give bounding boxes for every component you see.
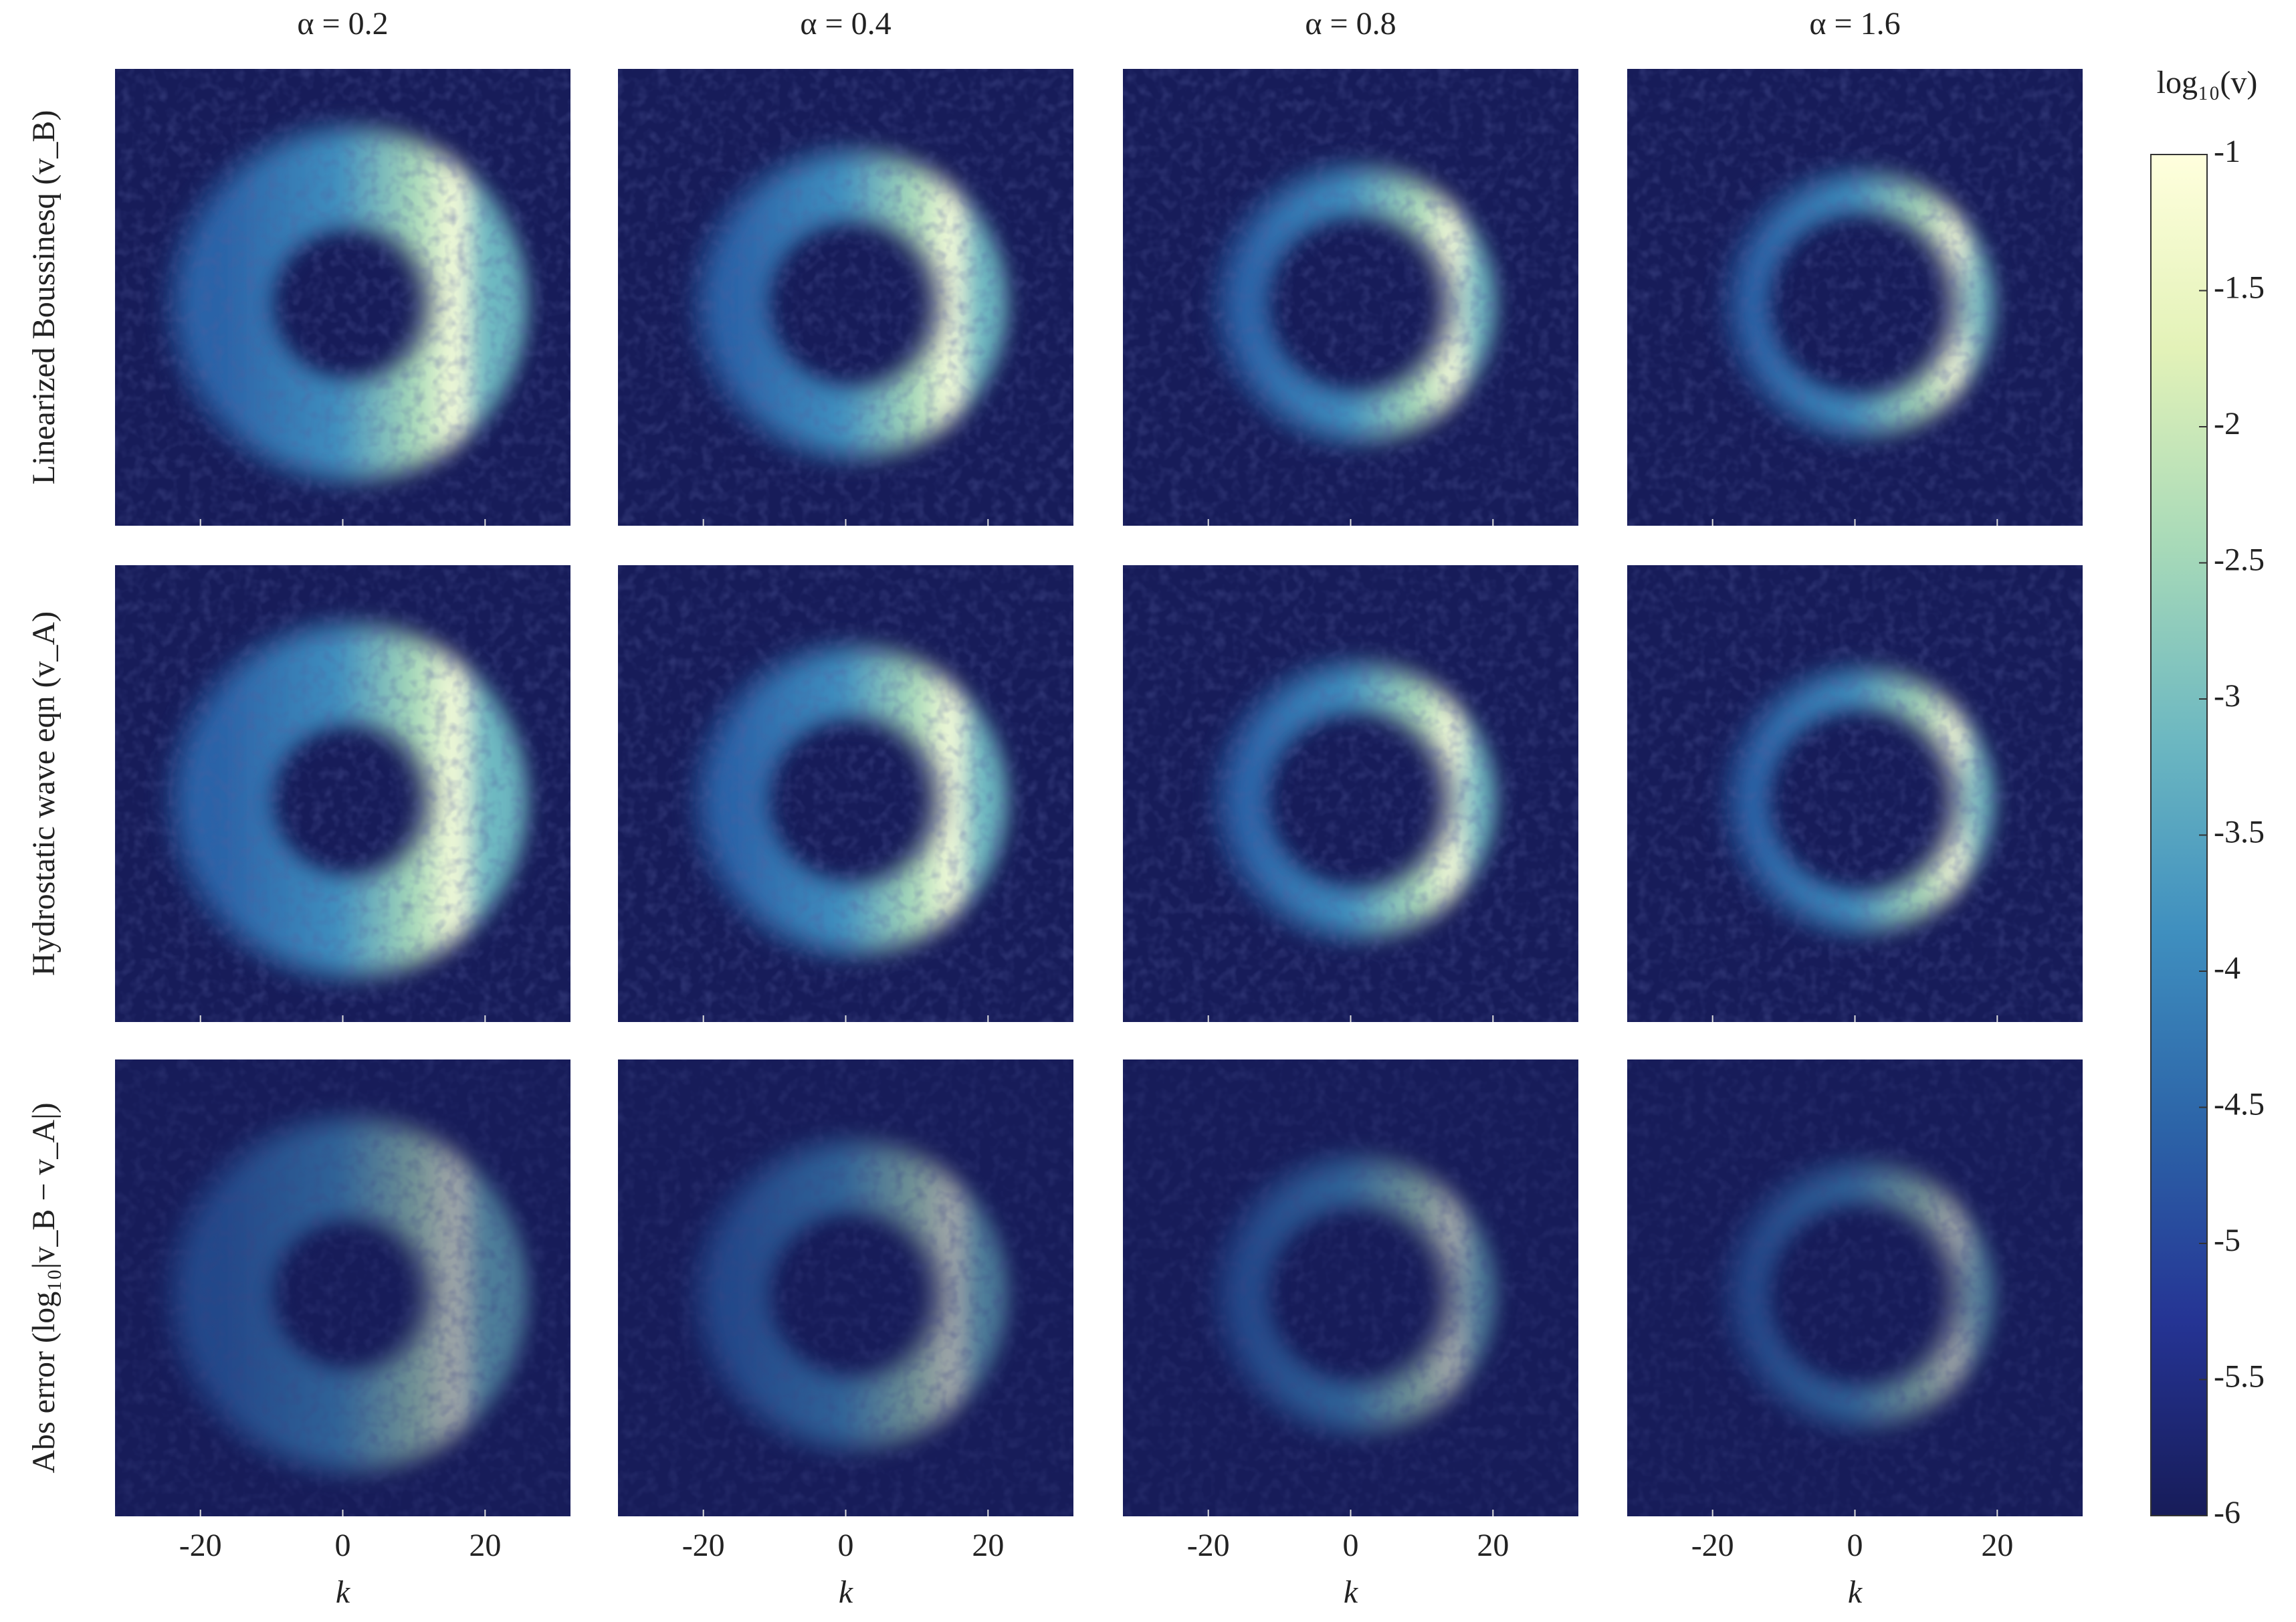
colorbar-label: log₁₀(v) (2157, 65, 2258, 100)
colorbar-tick-label: -2 (2214, 406, 2240, 441)
column-title: α = 0.8 (1305, 6, 1396, 41)
x-tick-label: -20 (1187, 1528, 1230, 1563)
x-tick-label: 0 (335, 1528, 351, 1563)
heatmap-panel (1123, 69, 1578, 526)
x-tick-label: 20 (469, 1528, 501, 1563)
ring-group (618, 565, 1073, 1022)
heatmap-grain (1627, 1059, 2083, 1516)
ring-group (618, 69, 1073, 526)
x-axis-label: k (336, 1575, 351, 1610)
x-tick-label: 0 (1847, 1528, 1863, 1563)
heatmap-panel (1123, 565, 1578, 1022)
x-tick-label: 20 (1477, 1528, 1509, 1563)
ring-group (618, 1059, 1073, 1516)
x-tick-label: 20 (972, 1528, 1004, 1563)
heatmap-grain (618, 69, 1073, 526)
heatmap-grain (1123, 69, 1578, 526)
heatmap-panel (1627, 1059, 2083, 1516)
x-tick-label: 0 (838, 1528, 854, 1563)
x-axis-label: k (1848, 1575, 1863, 1610)
heatmap-grain (1627, 69, 2083, 526)
ring-group (1627, 565, 2083, 1022)
heatmap-panel (1123, 1059, 1578, 1516)
heatmap-panel (115, 565, 570, 1022)
ring-group (1627, 1059, 2083, 1516)
row-title: Abs error (log₁₀|v_B − v_A|) (26, 1102, 62, 1473)
ring-group (1123, 565, 1578, 1022)
heatmap-grain (618, 1059, 1073, 1516)
ring-group (115, 565, 570, 1022)
colorbar (2150, 154, 2208, 1516)
x-tick-label: 0 (1343, 1528, 1359, 1563)
x-tick-label: -20 (1691, 1528, 1734, 1563)
row-title: Hydrostatic wave eqn (v_A) (26, 611, 62, 976)
colorbar-tick-label: -4 (2214, 950, 2240, 986)
colorbar-tick-label: -1 (2214, 134, 2240, 169)
x-tick-label: 20 (1981, 1528, 2013, 1563)
colorbar-tick-label: -2.5 (2214, 542, 2265, 578)
colorbar-tick-label: -6 (2214, 1495, 2240, 1530)
heatmap-panel (1627, 69, 2083, 526)
column-title: α = 1.6 (1809, 6, 1900, 41)
colorbar-tick-label: -4.5 (2214, 1087, 2265, 1122)
ring-group (115, 1059, 570, 1516)
heatmap-panel (1627, 565, 2083, 1022)
colorbar-tick-label: -1.5 (2214, 270, 2265, 306)
colorbar-tick-label: -5 (2214, 1223, 2240, 1258)
colorbar-tick-label: -3 (2214, 678, 2240, 714)
x-axis-label: k (1344, 1575, 1359, 1610)
heatmap-panel (618, 1059, 1073, 1516)
column-title: α = 0.2 (297, 6, 388, 41)
row-title: Linearized Boussinesq (v_B) (26, 110, 62, 485)
x-axis-label: k (839, 1575, 854, 1610)
x-tick-label: -20 (682, 1528, 725, 1563)
x-tick-label: -20 (179, 1528, 222, 1563)
column-title: α = 0.4 (800, 6, 891, 41)
heatmap-grain (1123, 565, 1578, 1022)
ring-group (1627, 69, 2083, 526)
heatmap-grain (1123, 1059, 1578, 1516)
ring-group (1123, 69, 1578, 526)
heatmap-panel (115, 1059, 570, 1516)
ring-group (1123, 1059, 1578, 1516)
ring-group (115, 69, 570, 526)
colorbar-tick-label: -5.5 (2214, 1359, 2265, 1395)
heatmap-panel (618, 565, 1073, 1022)
heatmap-grain (115, 565, 570, 1022)
heatmap-grain (115, 69, 570, 526)
heatmap-grain (618, 565, 1073, 1022)
heatmap-panel (618, 69, 1073, 526)
heatmap-grain (115, 1059, 570, 1516)
heatmap-panel (115, 69, 570, 526)
colorbar-tick-label: -3.5 (2214, 815, 2265, 850)
heatmap-grain (1627, 565, 2083, 1022)
